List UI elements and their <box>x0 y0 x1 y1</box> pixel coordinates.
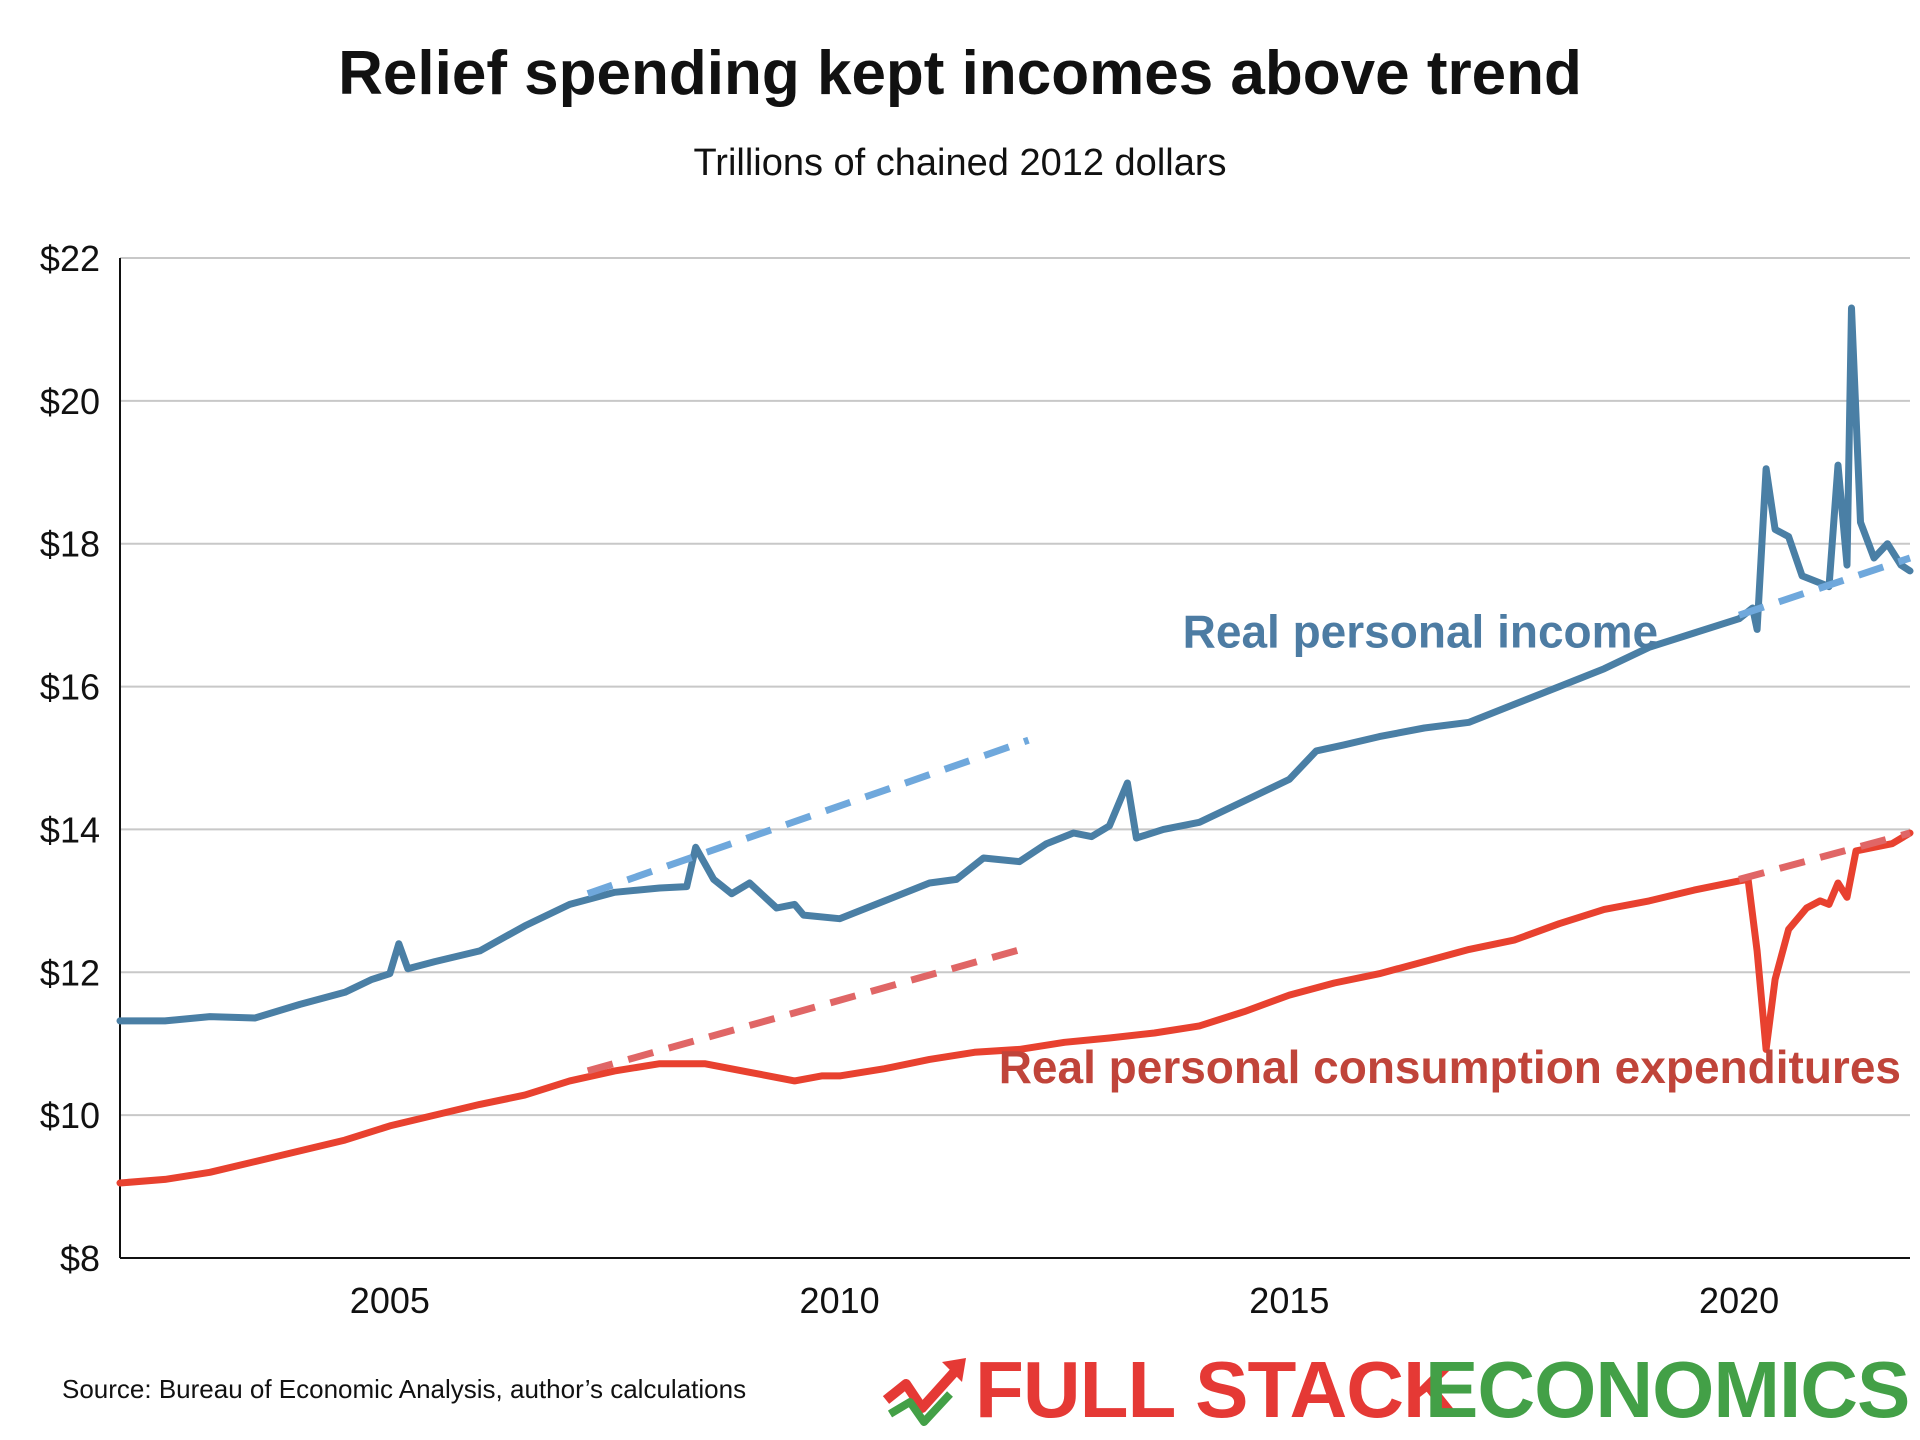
y-tick-label: $12 <box>40 952 100 993</box>
trend-line <box>1737 554 1912 619</box>
line-chart: $8 $10 $12 $14 $16 $18 $20 $22 2005 2010 2015 2020 R… <box>40 238 1914 1321</box>
y-tick-label: $16 <box>40 667 100 708</box>
trend-line <box>1738 829 1911 883</box>
x-tick-label: 2005 <box>350 1280 430 1321</box>
chart-subtitle: Trillions of chained 2012 dollars <box>693 142 1227 184</box>
y-tick-label: $10 <box>40 1095 100 1136</box>
chart-title: Relief spending kept incomes above trend <box>338 39 1582 108</box>
trend-line <box>586 943 1030 1075</box>
consumption-line <box>116 829 1914 1187</box>
y-tick-label: $20 <box>40 381 100 422</box>
trend-arrow-icon <box>882 1358 966 1426</box>
source-note: Source: Bureau of Economic Analysis, aut… <box>62 1374 747 1404</box>
trend-line <box>586 736 1030 898</box>
x-tick-label: 2010 <box>800 1280 880 1321</box>
brand-logo: FULL STACK ECONOMICS <box>880 1340 1910 1434</box>
y-tick-label: $8 <box>60 1238 100 1279</box>
y-tick-label: $18 <box>40 524 100 565</box>
y-tick-label: $14 <box>40 809 100 850</box>
y-tick-label: $22 <box>40 238 100 279</box>
consumption-label: Real personal consumption expenditures <box>999 1041 1901 1093</box>
x-tick-label: 2020 <box>1699 1280 1779 1321</box>
income-line <box>116 304 1914 1025</box>
income-label: Real personal income <box>1183 605 1659 657</box>
brand-name-part1: FULL STACK <box>975 1345 1461 1434</box>
x-tick-label: 2015 <box>1249 1280 1329 1321</box>
brand-name-part2: ECONOMICS <box>1425 1345 1910 1434</box>
